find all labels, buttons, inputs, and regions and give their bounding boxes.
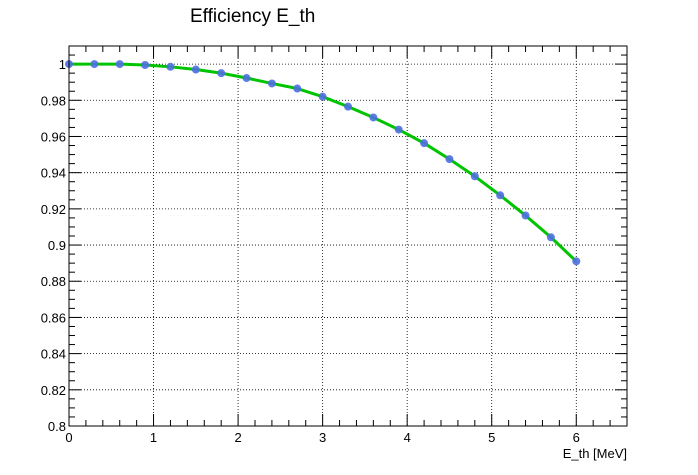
data-point-11 bbox=[344, 102, 352, 111]
y-tick-label-9: 0.98 bbox=[41, 93, 66, 108]
y-tick-label-0: 0.8 bbox=[48, 419, 66, 434]
data-point-19 bbox=[546, 233, 555, 242]
y-tick-label-7: 0.94 bbox=[41, 166, 66, 181]
x-tick-label-4: 4 bbox=[404, 430, 411, 445]
data-point-13 bbox=[394, 125, 403, 134]
y-tick-label-3: 0.86 bbox=[41, 310, 66, 325]
data-point-2 bbox=[115, 60, 124, 69]
x-tick-label-2: 2 bbox=[234, 430, 241, 445]
x-tick-label-0: 0 bbox=[65, 430, 72, 445]
data-point-20 bbox=[572, 257, 581, 266]
x-tick-label-3: 3 bbox=[319, 430, 326, 445]
data-point-10 bbox=[318, 92, 327, 101]
y-tick-label-5: 0.9 bbox=[48, 238, 66, 253]
x-tick-label-6: 6 bbox=[573, 430, 580, 445]
data-point-15 bbox=[445, 155, 454, 164]
data-point-18 bbox=[521, 211, 530, 220]
chart-title: Efficiency E_th bbox=[190, 6, 315, 27]
data-point-3 bbox=[141, 61, 150, 69]
series bbox=[65, 60, 581, 266]
data-point-12 bbox=[369, 113, 378, 122]
data-point-9 bbox=[293, 84, 302, 93]
y-tick-label-2: 0.84 bbox=[41, 347, 66, 362]
plot-frame bbox=[68, 45, 628, 427]
data-point-5 bbox=[191, 65, 200, 74]
x-tick-label-1: 1 bbox=[150, 430, 157, 445]
y-tick-label-6: 0.92 bbox=[41, 202, 66, 217]
x-axis-label: E_th [MeV] bbox=[563, 446, 627, 461]
y-tick-label-1: 0.82 bbox=[41, 383, 66, 398]
data-point-1 bbox=[90, 60, 99, 69]
data-point-4 bbox=[166, 62, 175, 71]
data-point-7 bbox=[242, 74, 251, 83]
tick-labels: 0 1 2 3 4 5 6 0.8 0.82 0.84 0.86 0.88 0.9 0.92 0.94 0.9… bbox=[41, 57, 580, 445]
y-tick-label-8: 0.96 bbox=[41, 129, 66, 144]
data-point-8 bbox=[267, 79, 276, 88]
data-point-14 bbox=[420, 139, 429, 148]
x-tick-label-5: 5 bbox=[488, 430, 495, 445]
y-tick-label-4: 0.88 bbox=[41, 274, 66, 289]
data-point-16 bbox=[470, 172, 479, 181]
axis-ticks bbox=[68, 45, 628, 427]
data-point-17 bbox=[496, 191, 505, 200]
y-tick-label-10: 1 bbox=[59, 57, 66, 72]
data-point-6 bbox=[217, 69, 226, 78]
